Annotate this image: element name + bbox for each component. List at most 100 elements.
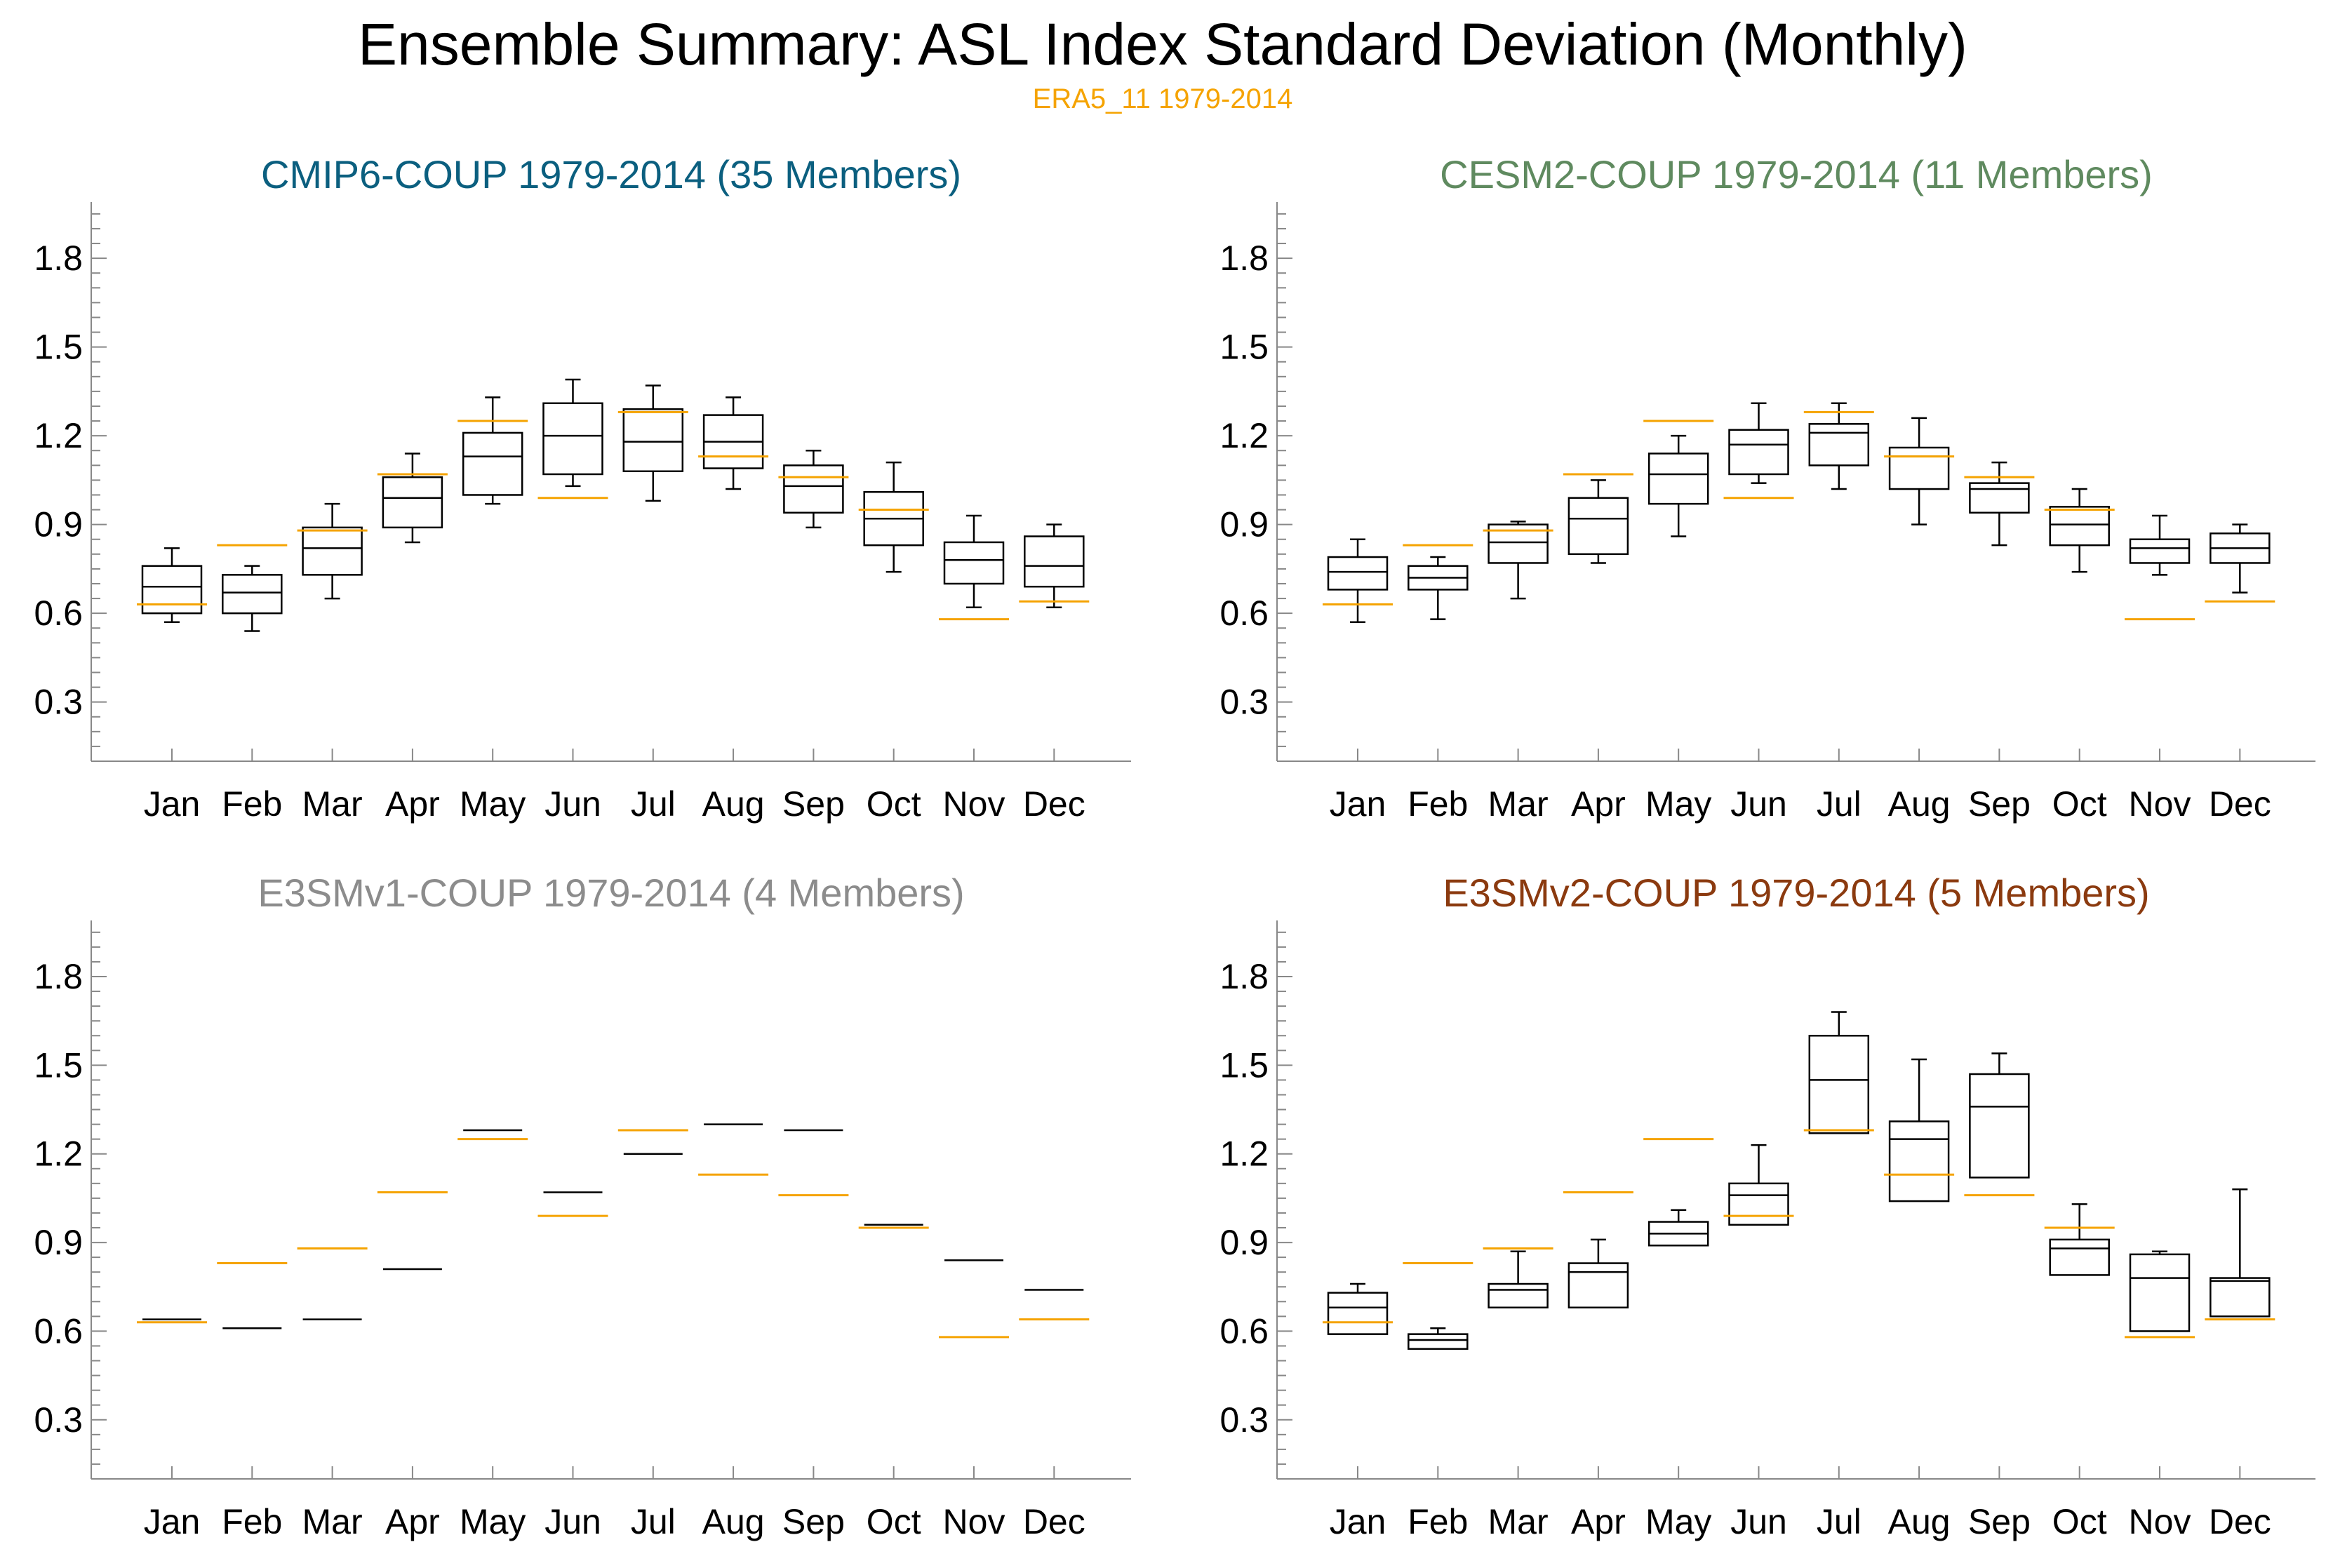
x-tick-label: Nov — [943, 1502, 1005, 1541]
box-iqr — [1408, 1333, 1469, 1350]
x-tick-label: Mar — [302, 784, 363, 824]
box-iqr — [1808, 423, 1870, 467]
x-tick-label: Jan — [144, 1502, 201, 1541]
box-Jan — [1327, 1282, 1389, 1335]
box-Apr — [1568, 1238, 1629, 1308]
x-tick-label: Mar — [302, 1502, 363, 1541]
box-iqr — [783, 464, 844, 514]
box-iqr — [1568, 497, 1629, 556]
x-tick-label: Jan — [1330, 784, 1386, 824]
y-tick-label: 1.2 — [34, 416, 83, 455]
box-iqr — [141, 565, 203, 615]
y-tick-label: 1.2 — [1219, 416, 1269, 455]
x-tick-label: May — [1645, 1502, 1711, 1541]
x-tick-label: Jun — [544, 1502, 601, 1541]
figure-subtitle: ERA5_11 1979-2014 — [1033, 83, 1293, 114]
box-Aug — [702, 396, 764, 490]
box-iqr — [1024, 535, 1085, 588]
box-Jun — [542, 378, 603, 488]
box-Dec — [2210, 523, 2271, 594]
box-iqr — [222, 574, 283, 615]
y-tick-label: 0.9 — [1219, 505, 1269, 544]
x-tick-label: May — [460, 1502, 526, 1541]
x-tick-label: Aug — [702, 784, 765, 824]
x-tick-label: Feb — [222, 1502, 282, 1541]
y-tick-label: 0.6 — [1219, 1311, 1269, 1351]
box-Sep — [783, 449, 844, 529]
box-Oct — [2049, 488, 2110, 573]
box-Nov — [2129, 1250, 2191, 1332]
box-Nov — [2129, 514, 2191, 576]
y-tick-label: 1.8 — [34, 239, 83, 278]
x-tick-label: Jan — [144, 784, 201, 824]
box-iqr — [2210, 1277, 2271, 1318]
box-iqr — [2049, 1238, 2110, 1276]
box-Oct — [863, 461, 924, 573]
x-tick-label: Aug — [1888, 784, 1951, 824]
box-iqr — [1728, 429, 1789, 476]
x-tick-label: Sep — [782, 1502, 845, 1541]
x-tick-label: Jan — [1330, 1502, 1386, 1541]
box-iqr — [622, 408, 684, 472]
box-Nov — [943, 514, 1005, 608]
x-tick-label: Feb — [1408, 1502, 1468, 1541]
box-May — [462, 396, 523, 505]
panels-group: CMIP6-COUP 1979-2014 (35 Members) 0.3 0.6 0… — [34, 152, 2315, 1541]
x-tick-label: Dec — [2209, 1502, 2271, 1541]
x-tick-label: Oct — [2052, 1502, 2107, 1541]
box-Jan — [1327, 538, 1389, 624]
x-tick-label: Jul — [1817, 1502, 1862, 1541]
y-tick-label: 1.5 — [1219, 1045, 1269, 1085]
x-tick-label: Jul — [631, 784, 676, 824]
box-iqr — [1327, 556, 1389, 591]
x-tick-label: Oct — [2052, 784, 2107, 824]
box-Jul — [1808, 402, 1870, 490]
y-tick-label: 0.3 — [1219, 683, 1269, 722]
box-Mar — [1488, 1250, 1549, 1308]
y-tick-label: 0.3 — [1219, 1400, 1269, 1440]
x-tick-label: Oct — [867, 784, 921, 824]
panel-3: E3SMv2-COUP 1979-2014 (5 Members) 0.3 0.6 0… — [1219, 871, 2315, 1541]
x-tick-label: Nov — [943, 784, 1005, 824]
y-tick-label: 1.5 — [34, 1045, 83, 1085]
x-tick-label: Aug — [1888, 1502, 1951, 1541]
panel-title: CESM2-COUP 1979-2014 (11 Members) — [1440, 152, 2153, 196]
panel-title: E3SMv1-COUP 1979-2014 (4 Members) — [258, 871, 964, 915]
box-iqr — [542, 402, 603, 476]
panel-2: E3SMv1-COUP 1979-2014 (4 Members) 0.3 0.6 0… — [34, 871, 1131, 1541]
box-iqr — [382, 476, 443, 529]
y-tick-label: 0.6 — [34, 1311, 83, 1351]
box-Jun — [1728, 1144, 1789, 1226]
box-Oct — [2049, 1203, 2110, 1276]
y-tick-label: 1.8 — [34, 957, 83, 996]
box-Mar — [302, 502, 363, 600]
x-tick-label: Mar — [1488, 1502, 1549, 1541]
box-Sep — [1969, 1052, 2030, 1179]
box-Aug — [1888, 1058, 1950, 1202]
y-tick-label: 0.3 — [34, 683, 83, 722]
y-tick-label: 0.9 — [1219, 1223, 1269, 1262]
box-Dec — [1024, 523, 1085, 608]
box-Mar — [1488, 521, 1549, 600]
y-tick-label: 0.6 — [34, 594, 83, 633]
y-tick-label: 1.5 — [1219, 328, 1269, 367]
x-tick-label: Jun — [1730, 784, 1787, 824]
box-Apr — [1568, 479, 1629, 564]
x-tick-label: Aug — [702, 1502, 765, 1541]
panel-title: E3SMv2-COUP 1979-2014 (5 Members) — [1443, 871, 2149, 915]
box-iqr — [1969, 1073, 2030, 1179]
x-tick-label: Jul — [631, 1502, 676, 1541]
x-tick-label: Feb — [1408, 784, 1468, 824]
box-Jul — [622, 384, 684, 502]
box-iqr — [2129, 1253, 2191, 1332]
x-tick-label: May — [1645, 784, 1711, 824]
x-tick-label: Sep — [782, 784, 845, 824]
box-Jun — [1728, 402, 1789, 484]
x-tick-label: Feb — [222, 784, 282, 824]
y-tick-label: 1.8 — [1219, 239, 1269, 278]
x-tick-label: May — [460, 784, 526, 824]
box-iqr — [1888, 1120, 1950, 1202]
box-Aug — [1888, 417, 1950, 525]
panel-1: CESM2-COUP 1979-2014 (11 Members) 0.3 0.6 0… — [1219, 152, 2315, 824]
